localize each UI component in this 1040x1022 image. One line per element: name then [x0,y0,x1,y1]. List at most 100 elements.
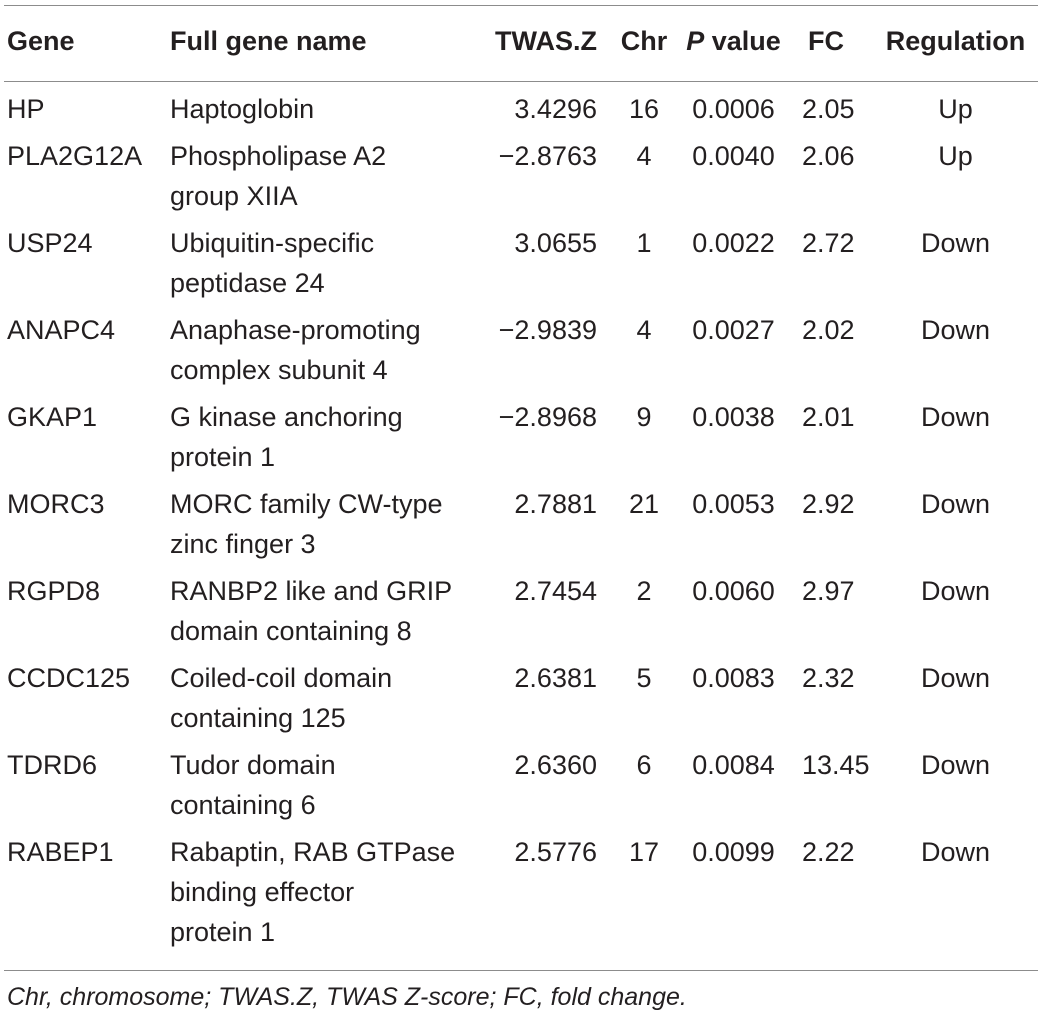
cell-p-value: 0.0099 [692,837,775,867]
full-name-line: Rabaptin, RAB GTPase [170,837,456,867]
header-gene: Gene [7,25,75,56]
top-rule [4,5,1038,6]
cell-chr: 9 [636,402,652,432]
full-name-line: Tudor domain [170,750,336,780]
cell-full-name: Tudor domain containing 6 [170,745,475,832]
cell-fc: 2.92 [802,489,855,519]
cell-regulation: Down [920,750,991,780]
header-full-name: Full gene name [170,25,367,56]
cell-p-value: 0.0022 [692,228,775,258]
cell-twas: 2.5776 [514,837,597,867]
table-header: Gene Full gene name TWAS.Z Chr P value F… [4,6,1038,76]
table-row: RGPD8 RANBP2 like and GRIP domain containi… [4,571,1038,658]
cell-gene: RABEP1 [7,837,114,867]
table-row: HP Haptoglobin 3.4296 16 0.0006 2.05 Up [4,76,1038,136]
cell-chr: 4 [636,141,652,171]
cell-fc: 2.32 [802,663,855,693]
cell-gene: ANAPC4 [7,315,116,345]
cell-twas: 3.0655 [514,228,597,258]
cell-twas: 2.7881 [514,489,597,519]
mid-rule [4,81,1038,82]
cell-twas: 2.6360 [514,750,597,780]
cell-chr: 4 [636,315,652,345]
cell-gene: RGPD8 [7,576,101,606]
cell-gene: USP24 [7,228,93,258]
cell-full-name: MORC family CW-type zinc finger 3 [170,484,475,571]
gene-table: Gene Full gene name TWAS.Z Chr P value F… [4,6,1038,970]
cell-fc: 2.01 [802,402,855,432]
full-name-line: Coiled-coil domain [170,663,393,693]
cell-fc: 2.05 [802,94,855,124]
cell-p-value: 0.0053 [692,489,775,519]
cell-gene: HP [7,94,45,124]
cell-regulation: Down [920,315,991,345]
full-name-line: binding effector [170,877,355,907]
cell-gene: TDRD6 [7,750,98,780]
header-p-value: P value [679,6,788,76]
full-name-line: protein 1 [170,442,276,472]
cell-chr: 1 [636,228,652,258]
cell-gene: MORC3 [7,489,105,519]
cell-full-name: Phospholipase A2 group XIIA [170,136,475,223]
full-name-line: MORC family CW-type [170,489,443,519]
cell-regulation: Up [938,94,973,124]
full-name-line: Anaphase-promoting [170,315,421,345]
cell-chr: 17 [628,837,660,867]
table-row: GKAP1 G kinase anchoring protein 1 −2.8968 9… [4,397,1038,484]
cell-full-name: Haptoglobin [170,76,475,136]
cell-p-value: 0.0060 [692,576,775,606]
full-name-line: group XIIA [170,181,298,211]
full-name-line: Haptoglobin [170,94,315,124]
cell-fc: 2.72 [802,228,855,258]
table-footnote: Chr, chromosome; TWAS.Z, TWAS Z-score; F… [7,983,687,1011]
table-row: CCDC125 Coiled-coil domain containing 125 2… [4,658,1038,745]
cell-twas: 3.4296 [514,94,597,124]
full-name-line: Ubiquitin-specific [170,228,375,258]
cell-fc: 2.97 [802,576,855,606]
cell-regulation: Up [938,141,973,171]
cell-p-value: 0.0006 [692,94,775,124]
cell-chr: 6 [636,750,652,780]
header-regulation: Regulation [885,25,1026,56]
cell-twas: 2.7454 [514,576,597,606]
header-twas: TWAS.Z [495,25,597,56]
table-row: RABEP1 Rabaptin, RAB GTPase binding effect… [4,832,1038,970]
cell-gene: GKAP1 [7,402,98,432]
cell-twas: 2.6381 [514,663,597,693]
cell-full-name: Anaphase-promoting complex subunit 4 [170,310,475,397]
bottom-rule [4,970,1038,971]
cell-chr: 16 [628,94,660,124]
cell-twas: −2.8968 [498,402,597,432]
cell-fc: 2.06 [802,141,855,171]
cell-full-name: Ubiquitin-specific peptidase 24 [170,223,475,310]
cell-regulation: Down [920,663,991,693]
table-row: TDRD6 Tudor domain containing 6 2.6360 6 0.00… [4,745,1038,832]
cell-full-name: Coiled-coil domain containing 125 [170,658,475,745]
full-name-line: RANBP2 like and GRIP [170,576,453,606]
cell-chr: 2 [636,576,652,606]
table-row: ANAPC4 Anaphase-promoting complex subunit … [4,310,1038,397]
full-name-line: complex subunit 4 [170,355,388,385]
header-fc: FC [808,25,844,56]
cell-p-value: 0.0084 [692,750,775,780]
table-row: PLA2G12A Phospholipase A2 group XIIA −2.876… [4,136,1038,223]
header-p-italic: P [686,25,705,56]
cell-fc: 2.02 [802,315,855,345]
cell-p-value: 0.0038 [692,402,775,432]
cell-regulation: Down [920,228,991,258]
full-name-line: protein 1 [170,917,276,947]
full-name-line: containing 6 [170,790,316,820]
table-row: MORC3 MORC family CW-type zinc finger 3 2.7… [4,484,1038,571]
cell-full-name: G kinase anchoring protein 1 [170,397,475,484]
full-name-line: Phospholipase A2 [170,141,387,171]
header-chr: Chr [620,25,668,56]
full-name-line: zinc finger 3 [170,529,316,559]
cell-twas: −2.8763 [498,141,597,171]
header-p-rest: value [704,25,781,56]
cell-full-name: RANBP2 like and GRIP domain containing 8 [170,571,475,658]
cell-regulation: Down [920,837,991,867]
cell-fc: 2.22 [802,837,855,867]
cell-full-name: Rabaptin, RAB GTPase binding effector prot… [170,832,475,970]
full-name-line: domain containing 8 [170,616,412,646]
cell-chr: 21 [628,489,660,519]
